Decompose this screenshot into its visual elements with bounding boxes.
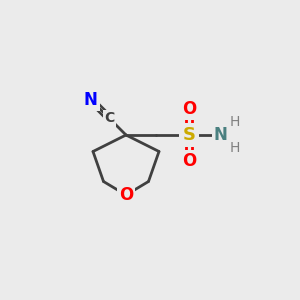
Text: O: O	[182, 152, 196, 169]
Text: H: H	[230, 116, 240, 129]
Text: C: C	[104, 112, 115, 125]
Text: H: H	[230, 141, 240, 154]
Text: N: N	[84, 91, 98, 109]
Text: N: N	[214, 126, 227, 144]
Text: S: S	[182, 126, 196, 144]
Text: O: O	[119, 186, 133, 204]
Text: O: O	[182, 100, 196, 118]
